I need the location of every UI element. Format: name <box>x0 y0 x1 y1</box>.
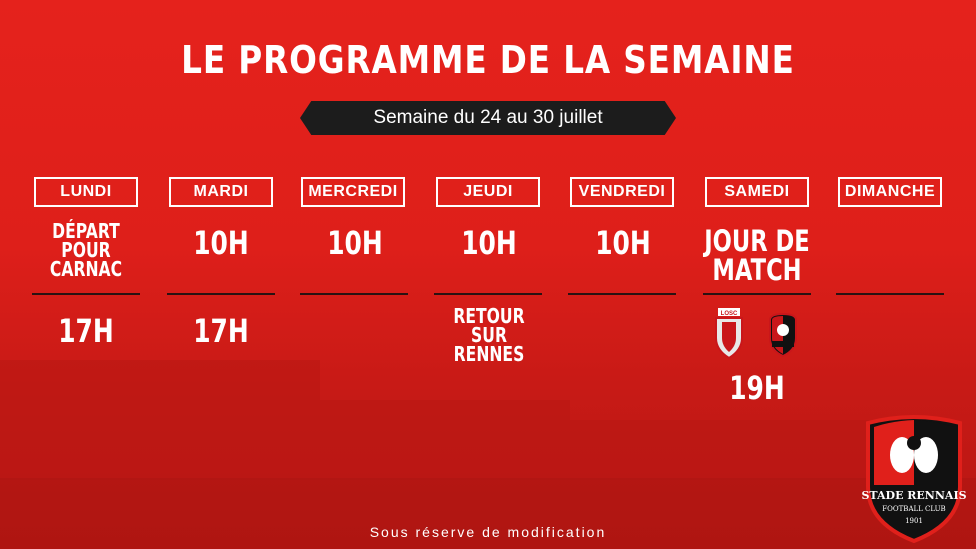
samedi-slot-1: JOUR DE MATCH <box>704 224 810 287</box>
separator-mercredi <box>300 293 408 295</box>
day-samedi: SAMEDI <box>705 177 809 207</box>
day-vendredi: VENDREDI <box>570 177 674 207</box>
separator-mardi <box>167 293 275 295</box>
match-logos: LOSC <box>708 308 808 360</box>
mardi-slot-2: 17H <box>193 312 249 350</box>
crest-icon: STADE RENNAIS FOOTBALL CLUB 1901 <box>861 415 967 544</box>
week-banner-background <box>300 101 676 135</box>
lundi-slot-2: 17H <box>58 312 114 350</box>
day-mercredi: MERCREDI <box>301 177 405 207</box>
page-title: LE PROGRAMME DE LA SEMAINE <box>181 38 795 82</box>
day-mardi: MARDI <box>169 177 273 207</box>
jeudi-slot-1: 10H <box>461 224 517 262</box>
week-label: Semaine du 24 au 30 juillet <box>373 107 603 128</box>
lundi-slot-1: DÉPART POUR CARNAC <box>49 219 123 281</box>
mercredi-slot-1: 10H <box>327 224 383 262</box>
losc-logo: LOSC <box>715 308 797 360</box>
day-lundi: LUNDI <box>34 177 138 207</box>
jeudi-slot-2: RETOUR SUR RENNES <box>453 304 525 366</box>
background-building-right <box>570 420 870 480</box>
background-ground <box>0 478 976 549</box>
samedi-slot-2: 19H <box>729 369 785 407</box>
separator-dimanche <box>836 293 944 295</box>
week-banner: Semaine du 24 au 30 juillet <box>300 101 676 135</box>
club-crest: STADE RENNAIS FOOTBALL CLUB 1901 <box>861 415 967 544</box>
background-building-left <box>0 360 320 480</box>
separator-lundi <box>32 293 140 295</box>
crest-name: STADE RENNAIS <box>862 489 966 502</box>
separator-samedi <box>703 293 811 295</box>
background-building-mid <box>320 400 570 480</box>
separator-jeudi <box>434 293 542 295</box>
footer-note: Sous réserve de modification <box>369 524 607 540</box>
mardi-slot-1: 10H <box>193 224 249 262</box>
losc-logo-text: LOSC <box>721 311 738 317</box>
day-jeudi: JEUDI <box>436 177 540 207</box>
vendredi-slot-1: 10H <box>595 224 651 262</box>
crest-year: 1901 <box>905 517 923 525</box>
crest-sub: FOOTBALL CLUB <box>882 505 945 513</box>
separator-vendredi <box>568 293 676 295</box>
day-dimanche: DIMANCHE <box>838 177 942 207</box>
